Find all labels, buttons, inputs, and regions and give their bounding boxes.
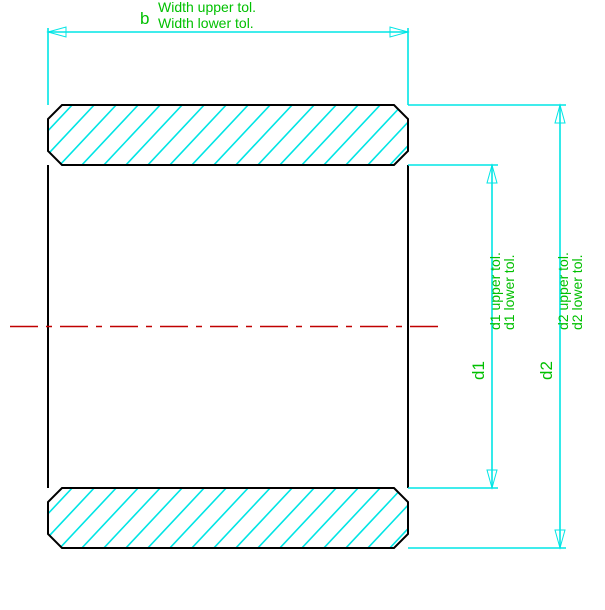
- dim-d2-label: d2: [537, 361, 556, 380]
- dim-d2-tol-lower: d2 lower tol.: [569, 255, 585, 330]
- dim-b-tol-lower: Width lower tol.: [158, 15, 254, 31]
- dim-b-tol-upper: Width upper tol.: [158, 0, 256, 15]
- dim-b-label: b: [140, 9, 149, 28]
- dim-d1-label: d1: [469, 361, 488, 380]
- dim-d1-tol-lower: d1 lower tol.: [501, 255, 517, 330]
- hatch-top: [0, 103, 492, 167]
- hatch-bottom: [0, 486, 492, 550]
